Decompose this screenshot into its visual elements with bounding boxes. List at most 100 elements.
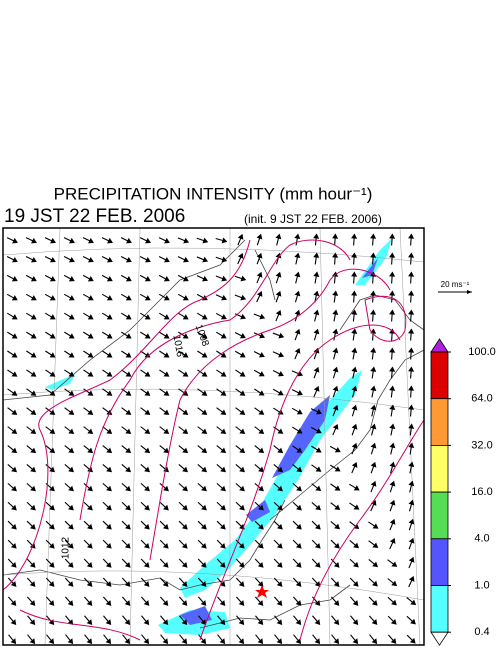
colorbar-band (430, 444, 449, 493)
wind-arrowhead (258, 428, 265, 435)
wind-arrowhead (67, 523, 74, 530)
location-marker (255, 585, 269, 598)
wind-arrowhead (200, 600, 207, 606)
wind-arrowhead (105, 562, 112, 568)
colorbar-label: 1.0 (474, 579, 489, 591)
colorbar-band (430, 585, 449, 633)
wind-arrowhead (49, 371, 56, 377)
wind-arrowhead (162, 562, 169, 568)
wind-arrowhead (239, 428, 246, 435)
wind-arrowhead (220, 390, 227, 396)
wind-arrowhead (389, 385, 396, 391)
wind-arrowhead (314, 600, 321, 606)
wind-arrowhead (258, 409, 265, 415)
wind-arrowhead (219, 638, 226, 645)
wind-arrowhead (30, 390, 37, 396)
wind-arrowhead (181, 600, 188, 606)
wind-arrowhead (371, 638, 378, 645)
wind-arrowhead (259, 332, 266, 339)
wind-arrowhead (106, 447, 113, 454)
wind-arrowhead (143, 523, 150, 530)
wind-arrowhead (275, 233, 282, 240)
wind-arrowhead (163, 504, 169, 511)
wind-arrowhead (30, 352, 37, 358)
wind-arrowhead (408, 423, 415, 429)
wind-arrowhead (332, 347, 339, 354)
wind-arrowhead (182, 428, 189, 435)
wind-arrowhead (240, 275, 247, 282)
wind-arrowhead (143, 638, 150, 645)
wind-arrowhead (275, 271, 282, 278)
wind-arrowhead (182, 485, 188, 492)
wind-arrowhead (105, 619, 112, 626)
wind-arrowhead (86, 600, 93, 606)
wind-arrowhead (201, 447, 208, 454)
wind-arrowhead (313, 366, 320, 373)
wind-arrowhead (201, 428, 208, 435)
wind-arrowhead (334, 523, 340, 530)
wind-arrowhead (68, 333, 75, 339)
wind-arrowhead (201, 314, 208, 320)
wind-arrowhead (390, 618, 397, 625)
wind-arrowhead (30, 256, 37, 263)
wind-arrowhead (370, 290, 377, 296)
wind-arrowhead (30, 295, 37, 301)
wind-arrowhead (408, 309, 415, 315)
wind-arrowhead (68, 371, 75, 377)
wind-arrowhead (201, 466, 208, 473)
wind-arrowhead (11, 352, 18, 358)
wind-arrowhead (144, 276, 151, 282)
wind-arrowhead (258, 447, 265, 454)
wind-arrowhead (237, 233, 244, 240)
wind-arrowhead (278, 351, 285, 358)
wind-arrowhead (106, 256, 113, 263)
wind-arrowhead (257, 638, 264, 645)
wind-arrowhead (125, 352, 132, 358)
wind-arrowhead (294, 271, 301, 278)
wind-arrowhead (10, 600, 17, 606)
wind-arrowhead (48, 562, 55, 568)
valid-time: 19 JST 22 FEB. 2006 (4, 206, 185, 227)
wind-arrowhead (408, 252, 415, 258)
wind-arrowhead (49, 314, 56, 320)
wind-arrowhead (220, 466, 227, 473)
wind-arrowhead (332, 385, 339, 392)
wind-arrowhead (351, 404, 358, 411)
wind-arrowhead (29, 581, 36, 587)
wind-arrowhead (258, 485, 264, 492)
wind-arrowhead (238, 600, 245, 606)
wind-arrowhead (389, 252, 396, 258)
wind-arrowhead (49, 485, 55, 492)
wind-arrowhead (370, 500, 377, 506)
wind-arrowhead (144, 504, 150, 511)
wind-arrowhead (408, 442, 415, 448)
wind-arrowhead (201, 409, 208, 415)
wind-arrowhead (258, 504, 264, 511)
colorbar-over (430, 338, 449, 353)
wind-arrowhead (10, 581, 17, 587)
wind-arrowhead (145, 237, 151, 244)
wind-arrowhead (276, 542, 283, 549)
wind-arrowhead (48, 581, 55, 587)
wind-arrowhead (333, 638, 340, 645)
map-border (2, 227, 425, 646)
wind-arrowhead (314, 542, 321, 549)
wind-arrowhead (352, 600, 359, 606)
wind-arrowhead (408, 233, 415, 239)
wind-arrowhead (256, 271, 263, 278)
wind-arrowhead (50, 237, 56, 244)
wind-arrowhead (181, 619, 188, 626)
wind-arrowhead (332, 290, 339, 296)
wind-arrowhead (105, 542, 112, 549)
wind-arrowhead (181, 638, 188, 645)
wind-arrowhead (219, 619, 226, 626)
wind-arrowhead (295, 523, 302, 530)
colorbar-band (430, 398, 449, 446)
wind-arrowhead (126, 237, 132, 244)
wind-arrowhead (408, 518, 415, 525)
wind-arrowhead (48, 523, 55, 530)
wind-arrowhead (162, 581, 169, 587)
wind-arrowhead (10, 523, 17, 530)
wind-arrowhead (277, 390, 284, 396)
wind-arrowhead (370, 233, 377, 239)
